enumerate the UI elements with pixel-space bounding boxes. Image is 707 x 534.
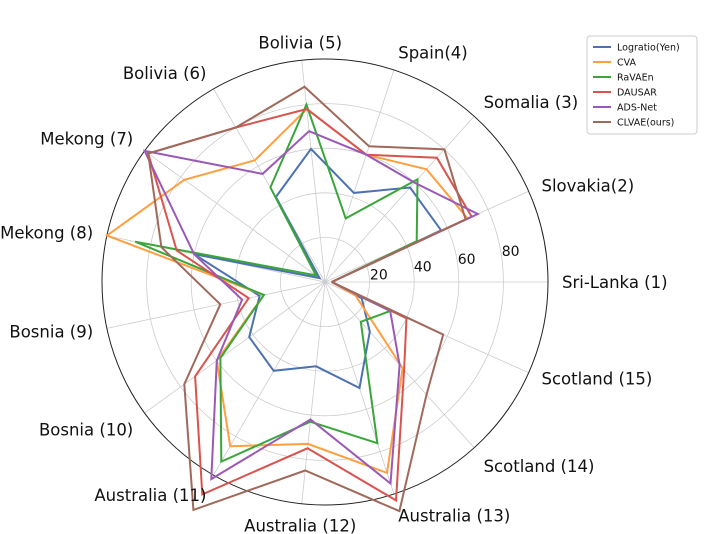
legend-entry: DAUSAR [617,88,657,99]
outer-ring [101,58,549,506]
grid-spoke [213,88,326,283]
series-line-dausar [146,107,474,503]
legend-box [586,35,698,135]
r-tick-label: 20 [370,267,388,283]
series-line-logratio-yen [193,147,443,390]
category-label: Bosnia (10) [39,420,133,439]
grid-spoke [144,281,326,414]
radar-grid [101,58,549,506]
legend-entry: ADS-Net [617,103,657,114]
radar-series [104,85,481,513]
series-line-clvae-ours [147,85,467,513]
grid-spoke [301,281,326,504]
category-label: Mekong (7) [40,130,133,149]
grid-spoke [324,116,475,283]
category-label: Slovakia(2) [542,177,635,196]
grid-spoke [301,60,326,283]
series-line-ads-net [142,130,481,486]
grid-spoke [324,69,395,283]
legend-entry: RaVAEn [617,73,654,84]
category-label: Bosnia (9) [9,322,93,341]
radar-labels: 20 40 60 80 Sri-Lanka (1) Slovakia(2) Somalia … [0,33,667,534]
legend: Logratio(Yen) CVA RaVAEn DAUSAR ADS-Net CLVAE… [586,35,698,135]
grid-spoke [144,150,326,283]
category-label: Mekong (8) [0,224,93,243]
series-line-ravaen [134,101,419,464]
category-label: Bolivia (5) [258,33,342,52]
category-label: Bolivia (6) [123,64,207,83]
category-label: Australia (11) [94,486,206,505]
category-label: Scotland (15) [542,369,653,388]
category-label: Spain(4) [398,44,467,63]
legend-entry: CLVAE(ours) [617,118,674,129]
category-label: Somalia (3) [484,93,579,112]
legend-entry: Logratio(Yen) [617,43,680,54]
category-label: Sri-Lanka (1) [562,273,668,292]
r-tick-label: 40 [414,260,432,276]
category-label: Australia (13) [398,506,510,525]
category-label: Scotland (14) [484,457,595,476]
grid-spoke [106,281,326,329]
legend-entry: CVA [617,58,637,69]
grid-spoke [213,281,326,476]
r-tick-label: 80 [502,244,520,260]
r-tick-label: 60 [458,252,476,268]
category-label: Australia (12) [244,517,356,534]
